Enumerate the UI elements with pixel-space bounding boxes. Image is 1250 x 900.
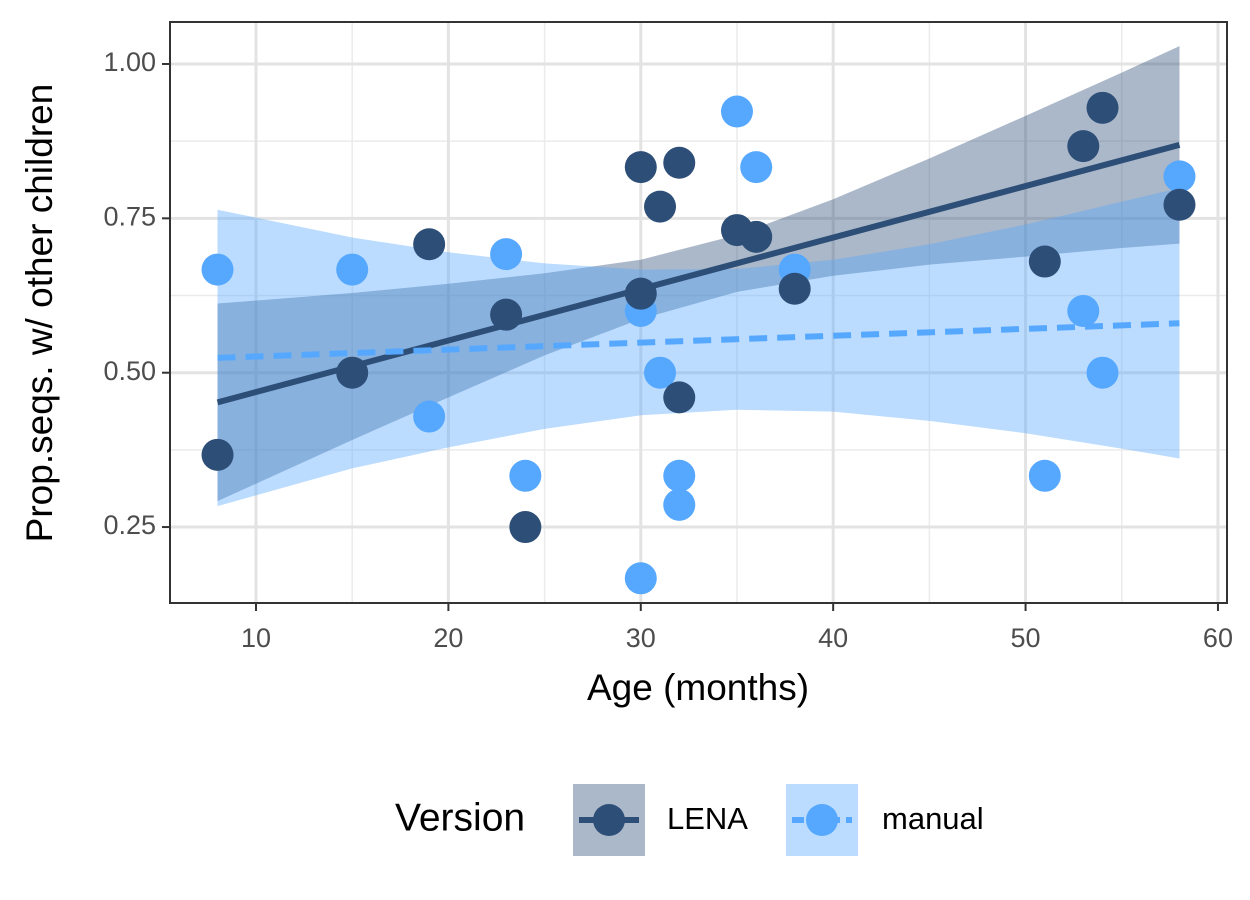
fit-line xyxy=(216,141,1181,406)
data-point xyxy=(624,562,657,595)
legend: LENA manual xyxy=(573,784,984,856)
data-point xyxy=(490,238,523,271)
legend-label: manual xyxy=(882,801,984,836)
data-point xyxy=(413,228,446,261)
data-point xyxy=(644,190,677,223)
data-point xyxy=(663,146,696,179)
y-tick-label: 0.75 xyxy=(103,201,156,231)
x-axis-title: Age (months) xyxy=(587,667,809,708)
data-point xyxy=(201,253,234,286)
data-point xyxy=(413,400,446,433)
x-tick-label: 50 xyxy=(1011,623,1041,653)
data-point xyxy=(740,151,773,184)
data-point xyxy=(720,95,753,128)
data-point xyxy=(740,220,773,253)
legend-marker xyxy=(593,804,625,836)
plot-area: 10 20 30 40 50 60 0.25 0.50 0.75 1.00 xyxy=(103,21,1233,653)
data-point xyxy=(663,381,696,414)
data-point xyxy=(1086,91,1119,124)
x-tick-label: 20 xyxy=(433,623,463,653)
x-tick-label: 10 xyxy=(241,623,271,653)
data-point xyxy=(1028,459,1061,492)
data-point xyxy=(1086,356,1119,389)
data-point xyxy=(201,438,234,471)
panel-border xyxy=(169,21,1228,604)
data-point xyxy=(509,511,542,544)
legend-label: LENA xyxy=(667,801,748,836)
data-point xyxy=(490,298,523,331)
fit-line xyxy=(217,320,1180,361)
confidence-band xyxy=(217,188,1180,507)
x-tick-label: 60 xyxy=(1203,623,1233,653)
data-point xyxy=(1067,130,1100,163)
data-point xyxy=(624,277,657,310)
y-axis-title: Prop.seqs. w/ other children xyxy=(19,84,60,543)
data-point xyxy=(663,488,696,521)
legend-title: Version xyxy=(395,796,525,839)
y-tick-label: 0.25 xyxy=(103,510,156,540)
data-point xyxy=(644,356,677,389)
data-point xyxy=(509,459,542,492)
data-point xyxy=(624,151,657,184)
data-point xyxy=(336,356,369,389)
data-point xyxy=(663,459,696,492)
data-point xyxy=(1028,245,1061,278)
panel xyxy=(170,22,1227,603)
y-tick-label: 0.50 xyxy=(103,356,156,386)
legend-marker xyxy=(806,804,838,836)
data-point xyxy=(1067,294,1100,327)
data-point xyxy=(778,272,811,305)
x-tick-label: 30 xyxy=(626,623,656,653)
data-point xyxy=(1163,160,1196,193)
y-tick-label: 1.00 xyxy=(103,47,156,77)
data-point xyxy=(336,253,369,286)
x-tick-label: 40 xyxy=(818,623,848,653)
data-point xyxy=(1163,188,1196,221)
